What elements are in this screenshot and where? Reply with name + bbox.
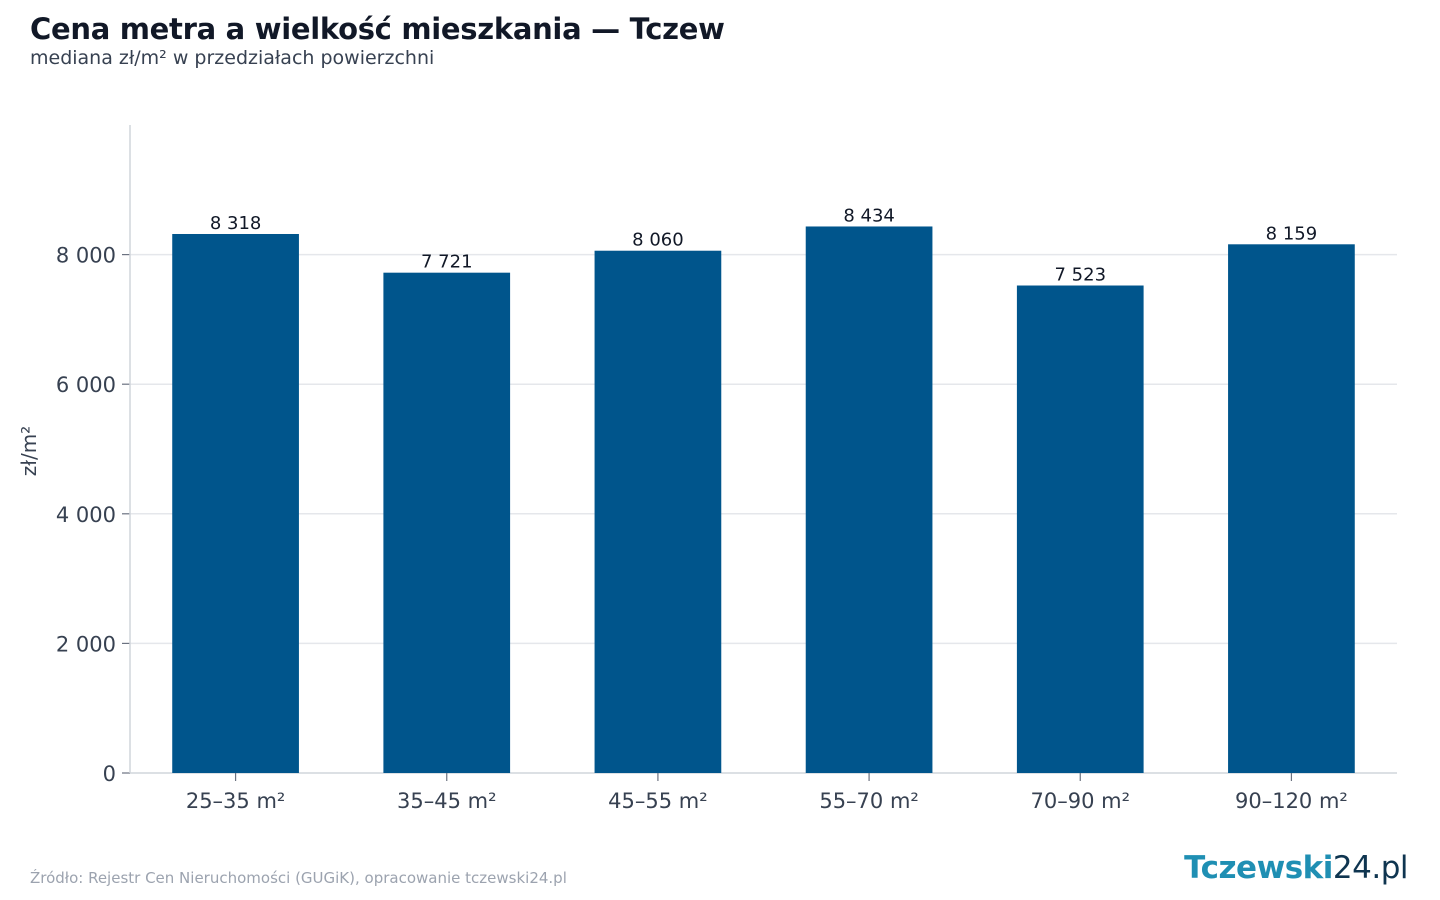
axes <box>122 125 1397 781</box>
x-tick-label: 90–120 m² <box>1235 789 1348 813</box>
bar <box>1228 244 1355 773</box>
source-note: Źródło: Rejestr Cen Nieruchomości (GUGiK… <box>30 869 567 887</box>
bar-value-label: 8 434 <box>843 205 895 226</box>
bar-value-label: 8 060 <box>632 230 684 251</box>
value-labels: 8 318 7 721 8 060 8 434 7 523 8 159 <box>210 205 1317 285</box>
bar-value-label: 7 523 <box>1054 265 1106 286</box>
bar <box>383 272 511 773</box>
y-tick-label: 0 <box>103 762 116 786</box>
bar <box>172 233 299 774</box>
bar-value-label: 7 721 <box>421 252 473 273</box>
chart-subtitle: mediana zł/m² w przedziałach powierzchni <box>30 47 435 69</box>
x-tick-label: 45–55 m² <box>608 789 708 813</box>
brand-suffix: 24.pl <box>1332 850 1409 886</box>
y-axis-label: zł/m² <box>17 426 41 476</box>
x-tick-label: 70–90 m² <box>1031 789 1131 813</box>
brand-logo: Tczewski24.pl <box>1184 850 1408 886</box>
y-tick-label: 2 000 <box>56 632 116 656</box>
tick-labels: 0 2 000 4 000 6 000 8 000 25–35 m² 35–45 m² 45–… <box>56 244 1348 813</box>
bars <box>172 226 1355 774</box>
bar <box>1016 285 1144 773</box>
y-tick-label: 8 000 <box>56 244 116 268</box>
y-tick-label: 4 000 <box>56 503 116 527</box>
x-tick-label: 25–35 m² <box>186 789 286 813</box>
bar-value-label: 8 318 <box>210 213 262 234</box>
x-tick-label: 55–70 m² <box>819 789 919 813</box>
bar-value-label: 8 159 <box>1266 223 1318 244</box>
grid-lines <box>130 253 1397 645</box>
brand-main: Tczewski <box>1184 850 1333 886</box>
bar <box>594 250 722 773</box>
bar <box>805 226 933 773</box>
chart-title: Cena metra a wielkość mieszkania — Tczew <box>30 12 725 46</box>
y-tick-label: 6 000 <box>56 373 116 397</box>
x-tick-label: 35–45 m² <box>397 789 497 813</box>
